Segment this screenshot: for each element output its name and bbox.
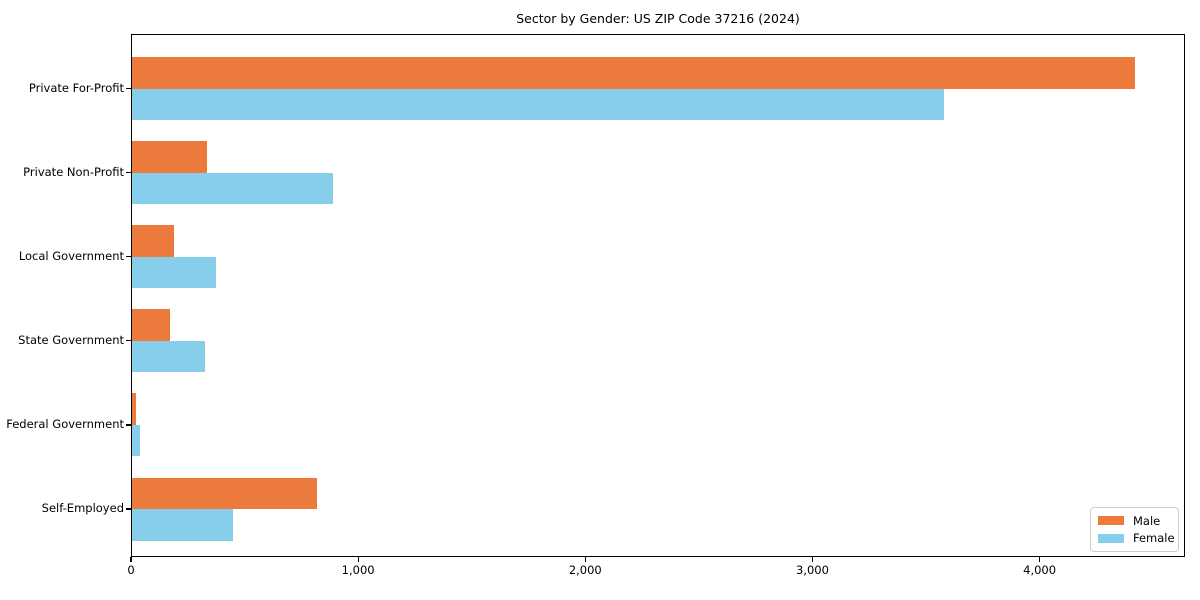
x-tick xyxy=(811,557,814,562)
x-tick-label: 2,000 xyxy=(568,563,602,577)
bar-male-private-for-profit xyxy=(131,57,1136,89)
y-tick xyxy=(126,87,131,90)
x-tick xyxy=(584,557,586,562)
y-tick-label: Private For-Profit xyxy=(28,80,124,95)
y-tick-label: Local Government xyxy=(18,248,124,263)
y-tick-label: State Government xyxy=(18,332,124,347)
x-tick-label: 1,000 xyxy=(341,563,375,577)
x-tick xyxy=(130,557,132,562)
x-tick-label: 0 xyxy=(127,563,135,577)
x-tick-label: 3,000 xyxy=(795,563,829,577)
bar-female-self-employed xyxy=(131,509,234,541)
legend-swatch-female xyxy=(1098,533,1124,543)
y-tick xyxy=(126,256,131,258)
bar-female-local-government xyxy=(131,256,217,289)
y-tick xyxy=(126,424,131,426)
y-tick-label: Federal Government xyxy=(6,416,124,431)
y-tick xyxy=(126,340,131,342)
bar-male-federal-government xyxy=(131,393,136,425)
y-tick-label: Self-Employed xyxy=(41,501,124,515)
legend-label: Female xyxy=(1133,531,1175,546)
x-tick xyxy=(1038,557,1041,562)
bar-female-private-for-profit xyxy=(131,88,945,120)
bar-male-state-government xyxy=(131,309,170,341)
bar-male-self-employed xyxy=(131,477,318,509)
legend-entry-male: Male xyxy=(1098,514,1171,528)
bar-female-private-non-profit xyxy=(131,172,334,205)
bar-male-private-non-profit xyxy=(131,141,208,173)
plot-area xyxy=(131,34,1185,557)
y-tick xyxy=(126,171,131,174)
x-tick-label: 4,000 xyxy=(1023,563,1057,577)
legend-swatch-male xyxy=(1098,516,1124,526)
y-tick xyxy=(126,508,131,510)
legend-label: Male xyxy=(1133,513,1161,528)
chart-title: Sector by Gender: US ZIP Code 37216 (202… xyxy=(516,11,800,26)
y-tick-label: Private Non-Profit xyxy=(23,164,124,179)
legend-entry-female: Female xyxy=(1098,531,1175,545)
bar-male-local-government xyxy=(131,225,175,257)
bar-female-federal-government xyxy=(131,424,141,457)
x-tick xyxy=(357,557,359,562)
bar-female-state-government xyxy=(131,340,205,373)
legend: Male Female xyxy=(1090,507,1179,552)
